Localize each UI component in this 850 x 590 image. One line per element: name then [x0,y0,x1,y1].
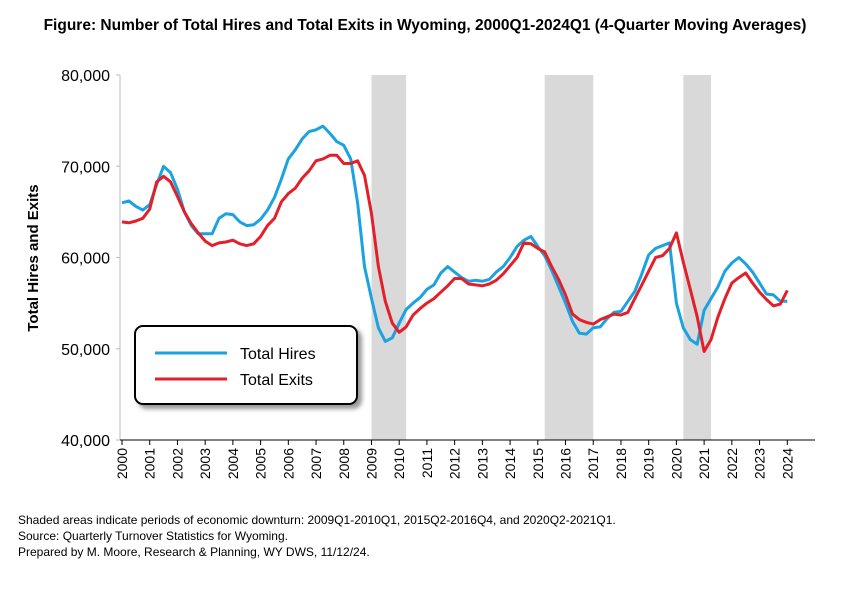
x-tick-label: 2004 [225,448,241,479]
x-tick-label: 2010 [391,448,407,479]
x-tick-label: 2006 [280,448,296,479]
x-tick-label: 2022 [724,448,740,479]
x-tick-label: 2017 [585,448,601,479]
x-tick-label: 2016 [558,448,574,479]
x-tick-label: 2005 [253,448,269,479]
x-tick-label: 2014 [502,448,518,479]
x-tick-label: 2018 [613,448,629,479]
footnote: Shaded areas indicate periods of economi… [18,513,616,527]
x-tick-label: 2001 [142,448,158,479]
recession-shade [544,75,594,440]
plot-area: 40,000 50,000 60,000 70,000 80,000 2000 2001 20… [61,68,815,479]
y-tick-label: 80,000 [61,68,110,85]
recession-shade [683,75,712,440]
footnote: Source: Quarterly Turnover Statistics fo… [18,529,288,543]
x-tick-label: 2008 [336,448,352,479]
series-line [121,153,789,353]
x-tick-label: 2009 [363,448,379,479]
x-tick-label: 2023 [752,448,768,479]
y-tick-label: 60,000 [61,251,110,268]
footnote: Prepared by M. Moore, Research & Plannin… [18,545,370,559]
x-tick-label: 2000 [114,448,130,479]
y-tick-label: 40,000 [61,433,110,450]
legend: Total Hires Total Exits [134,325,358,405]
x-tick-label: 2002 [169,448,185,479]
legend-label: Total Hires [240,346,316,363]
x-tick-label: 2011 [419,448,435,478]
x-tick-label: 2007 [308,448,324,479]
series-line [121,124,788,346]
legend-label: Total Exits [240,372,313,389]
y-tick-label: 50,000 [61,342,110,359]
x-tick-label: 2015 [530,448,546,479]
x-tick-label: 2019 [641,448,657,479]
y-axis-label: Total Hires and Exits [25,184,42,331]
x-tick-label: 2020 [668,448,684,479]
x-tick-label: 2013 [474,448,490,479]
x-tick-label: 2024 [779,448,795,479]
y-tick-label: 70,000 [61,159,110,176]
x-tick-label: 2003 [197,448,213,479]
legend-box [134,325,358,405]
chart-title: Figure: Number of Total Hires and Total … [44,17,807,34]
x-tick-label: 2012 [447,448,463,479]
x-tick-label: 2021 [696,448,712,479]
